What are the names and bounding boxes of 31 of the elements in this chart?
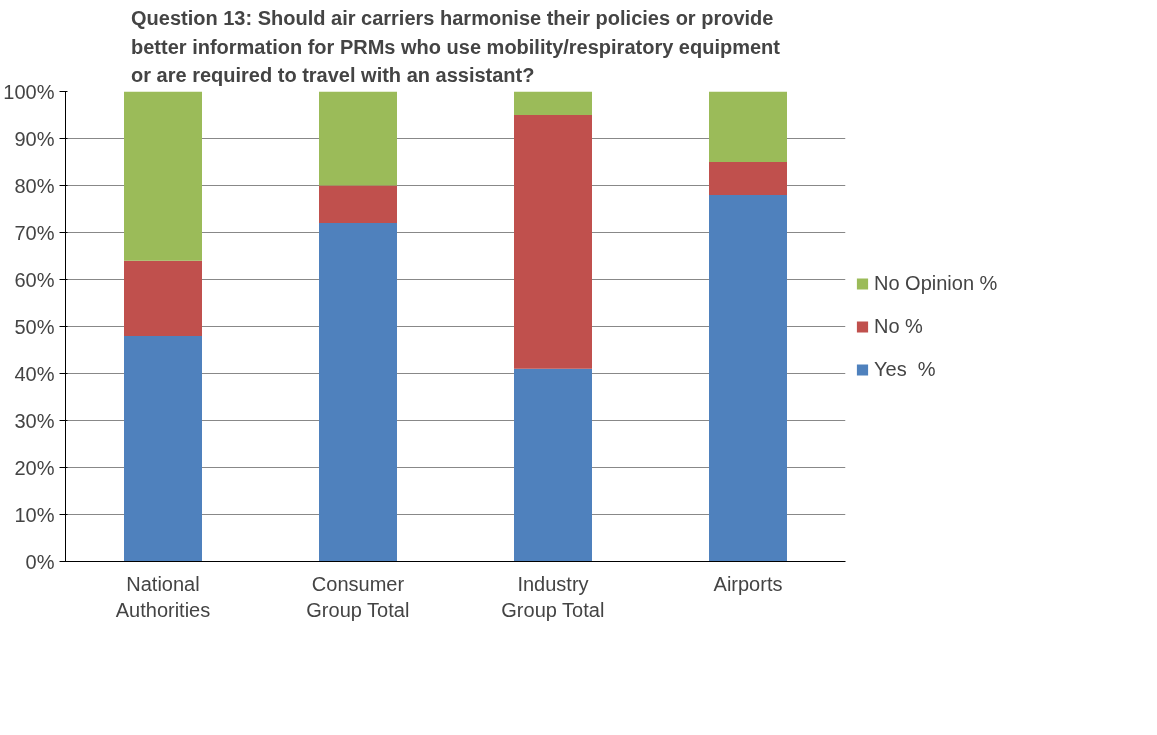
bar [319, 185, 397, 224]
y-tick-label: 40% [14, 362, 55, 385]
y-tick-label: 100% [3, 80, 55, 103]
y-tick-label: 50% [14, 315, 55, 338]
bar [124, 260, 202, 336]
bar [514, 115, 592, 369]
y-tick-label: 90% [14, 127, 55, 150]
y-tick-label: 70% [14, 221, 55, 244]
x-tick-label: Airports [713, 572, 783, 595]
y-tick-label: 80% [14, 174, 55, 197]
bar [124, 91, 202, 261]
bar [124, 335, 202, 562]
legend-label: Yes % [874, 357, 936, 381]
chart-title: Question 13: Should air carriers harmonise their policies or provide better information for PRMs who use mobility/respiratory equipment or are required to travel with an assistant? [131, 7, 781, 87]
bar [709, 162, 787, 195]
x-tick-label: National Authorities [115, 572, 211, 621]
bar [709, 194, 787, 562]
bar [514, 368, 592, 562]
y-tick-label: 10% [14, 503, 55, 526]
legend-label: No Opinion % [874, 271, 998, 295]
y-tick-label: 30% [14, 409, 55, 432]
y-tick-label: 60% [14, 268, 55, 291]
bar [319, 223, 397, 562]
y-tick-label: 20% [14, 456, 55, 479]
x-tick-label: Consumer Group Total [306, 572, 410, 621]
bar [709, 91, 787, 162]
bar [514, 91, 592, 115]
y-tick-label: 0% [25, 550, 55, 573]
bar [319, 91, 397, 186]
x-tick-label: Industry Group Total [501, 572, 605, 621]
legend-label: No % [874, 314, 923, 338]
